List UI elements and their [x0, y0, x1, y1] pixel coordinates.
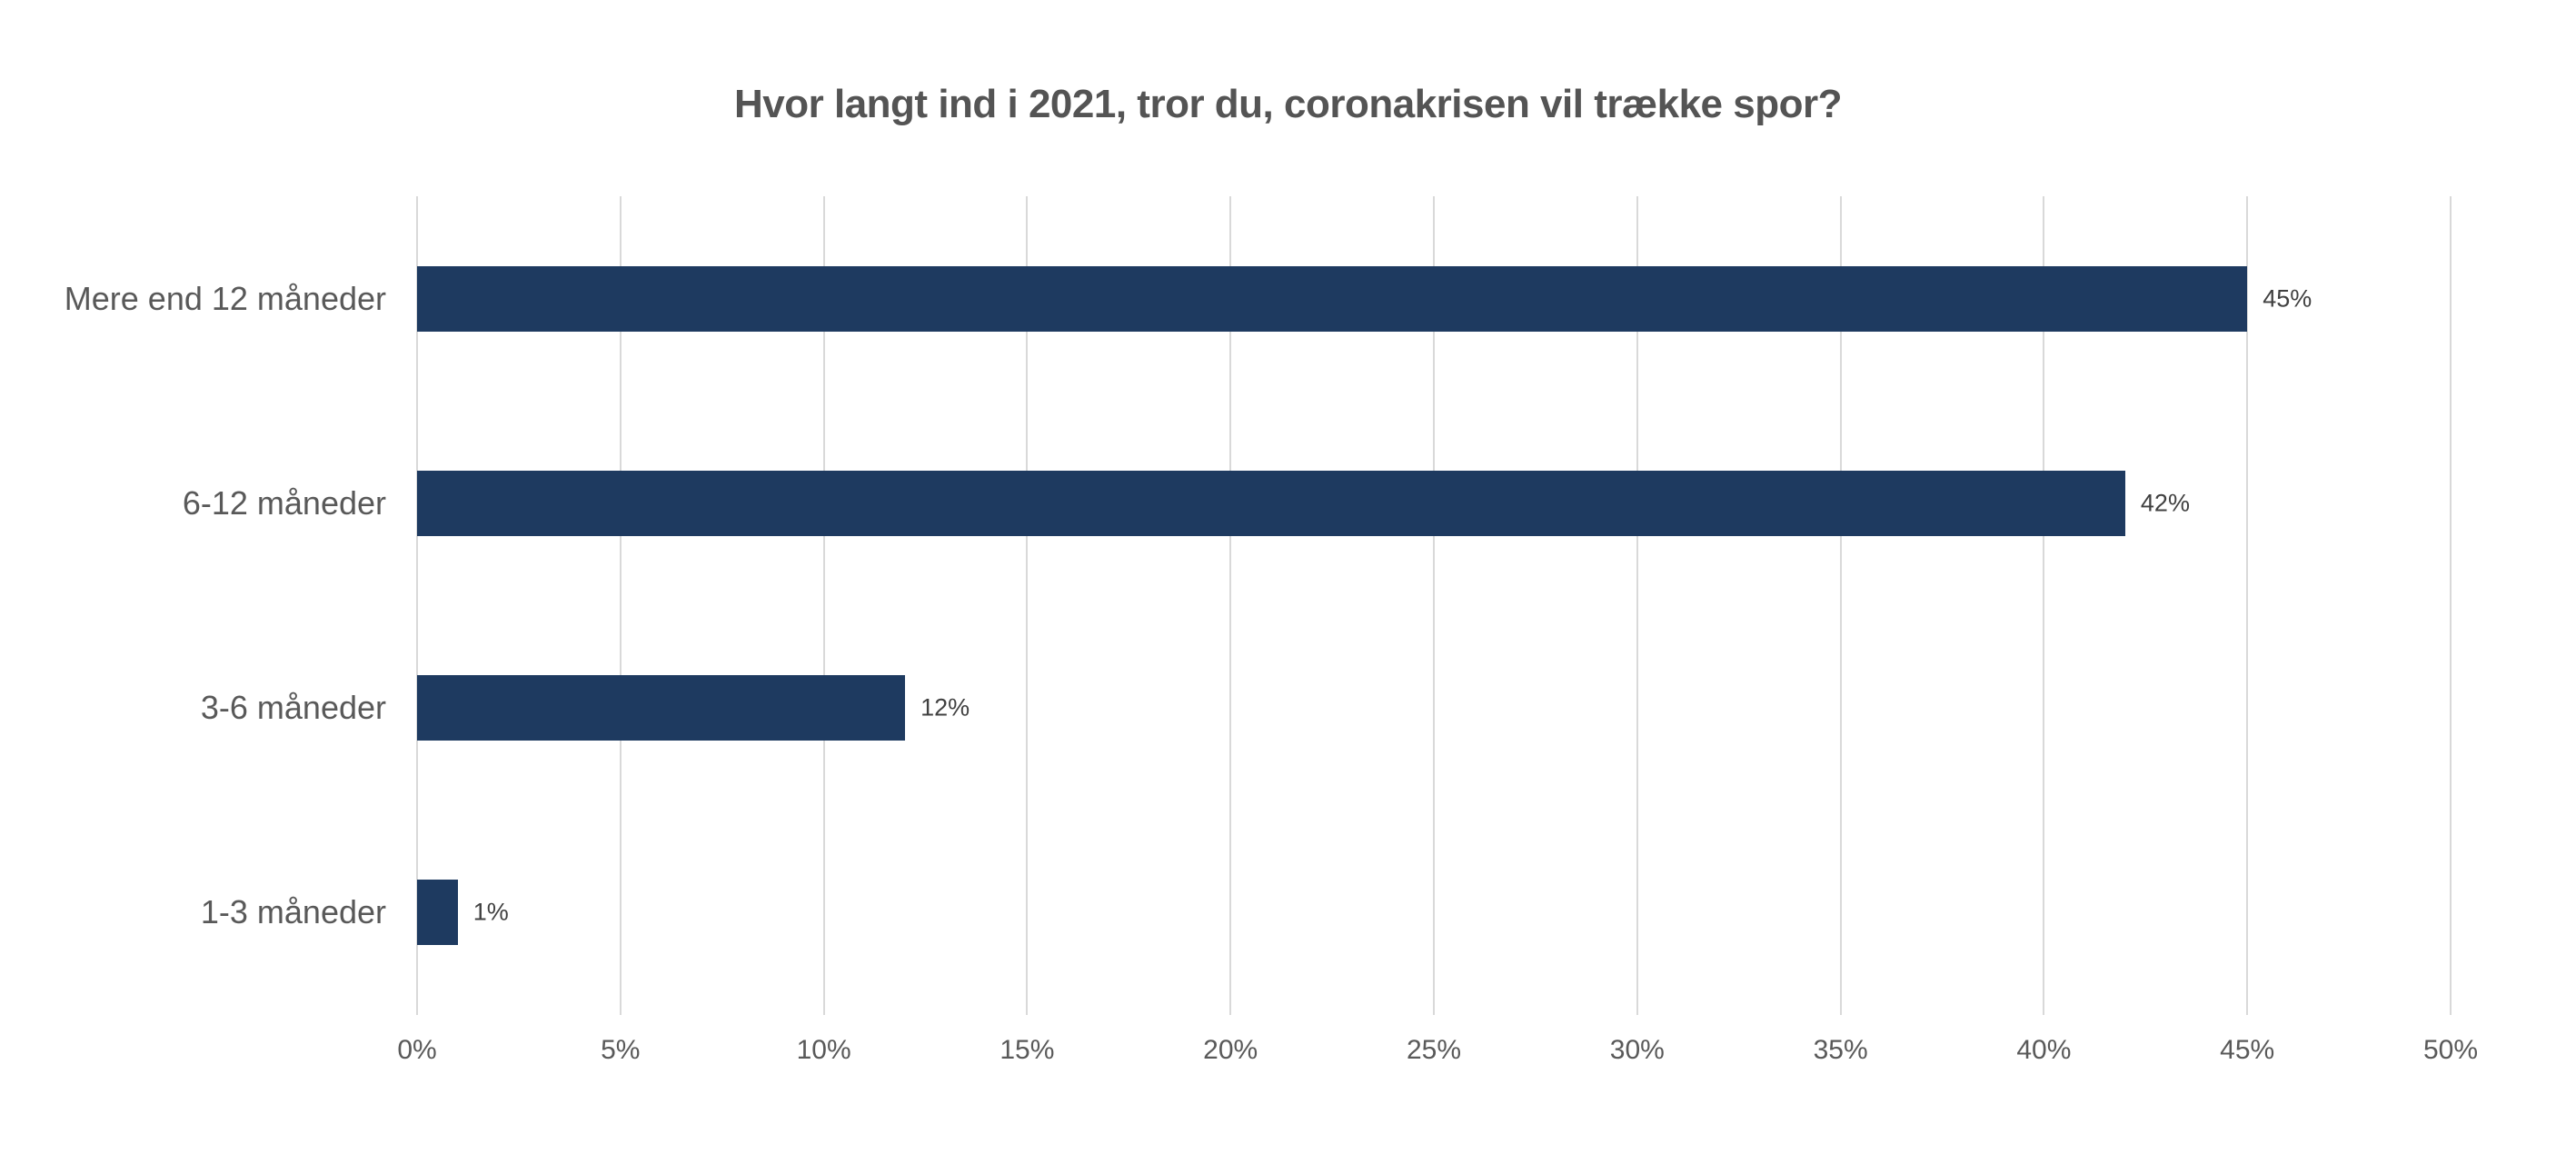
value-label: 1% — [472, 898, 509, 926]
category-label: Mere end 12 måneder — [64, 279, 386, 317]
gridline — [416, 196, 418, 1015]
x-tick-label: 35% — [1813, 1035, 1868, 1065]
gridline — [1229, 196, 1232, 1015]
x-tick-label: 40% — [2016, 1035, 2072, 1065]
x-tick-label: 20% — [1203, 1035, 1258, 1065]
x-tick-label: 30% — [1609, 1035, 1665, 1065]
value-label: 42% — [2140, 489, 2190, 517]
x-tick-label: 15% — [1000, 1035, 1055, 1065]
x-tick-label: 0% — [397, 1035, 437, 1065]
bar — [417, 675, 906, 741]
bar-rows: Mere end 12 måneder 45% 6-12 måneder 42% 3-6… — [65, 196, 2451, 1015]
bar-row: 3-6 måneder 12% — [201, 606, 2451, 811]
x-tick-label: 50% — [2422, 1035, 2479, 1065]
bar-row: 1-3 måneder 1% — [201, 811, 2451, 1015]
category-label: 1-3 måneder — [200, 893, 386, 931]
gridline — [2043, 196, 2045, 1015]
value-label: 45% — [2263, 284, 2312, 313]
gridline — [1433, 196, 1435, 1015]
bar-row: Mere end 12 måneder 45% — [65, 196, 2451, 401]
category-label: 3-6 måneder — [200, 689, 386, 727]
gridline — [822, 196, 825, 1015]
x-tick-label: 25% — [1406, 1035, 1462, 1065]
x-axis: 0% 5% 10% 15% 20% 25% 30% 35% 40% 45% 50% — [397, 1015, 2478, 1079]
plot-area: Mere end 12 måneder 45% 6-12 måneder 42% 3-6… — [65, 196, 2478, 1065]
gridline — [2246, 196, 2249, 1015]
category-label: 6-12 måneder — [182, 483, 386, 522]
gridline — [1839, 196, 1842, 1015]
gridline — [2450, 196, 2452, 1015]
chart-title: Hvor langt ind i 2021, tror du, coronakr… — [734, 82, 1842, 126]
gridline — [1636, 196, 1638, 1015]
gridline — [619, 196, 622, 1015]
x-tick-label: 5% — [601, 1035, 641, 1065]
x-tick-label: 10% — [796, 1035, 851, 1065]
bar — [417, 470, 2125, 536]
bar-row: 6-12 måneder 42% — [183, 401, 2451, 605]
bar — [417, 880, 458, 946]
value-label: 12% — [920, 693, 970, 721]
bar — [417, 265, 2248, 332]
gridline — [1026, 196, 1029, 1015]
x-tick-label: 45% — [2220, 1035, 2275, 1065]
